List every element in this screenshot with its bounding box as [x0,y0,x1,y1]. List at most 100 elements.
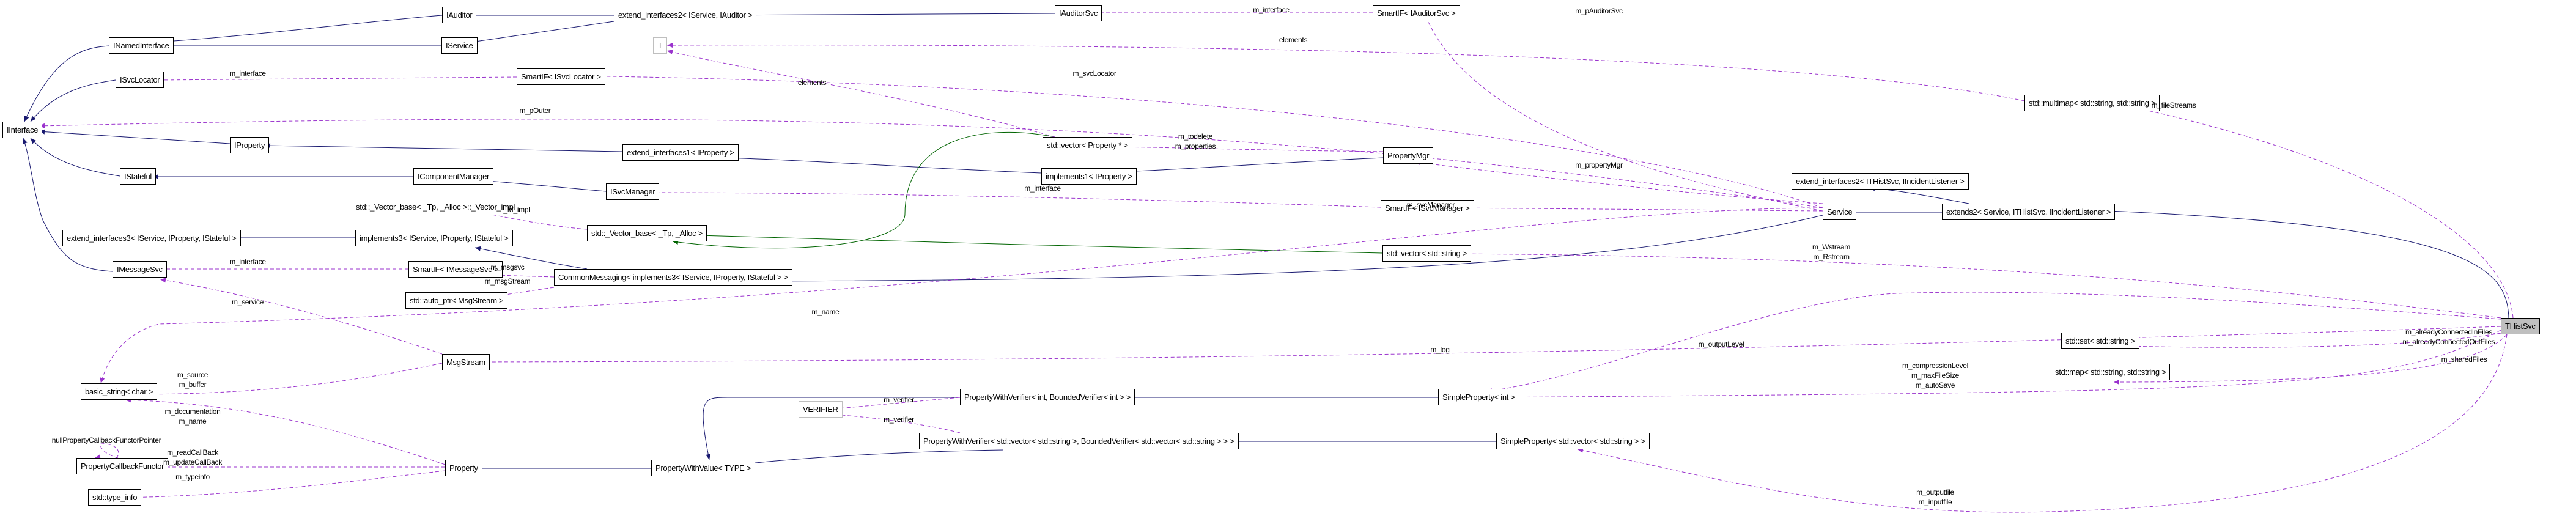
edge-label: m_svcLocator [1072,69,1116,78]
class-node-label: std::_Vector_base< _Tp, _Alloc > [591,229,703,238]
class-node-commonmessaging[interactable]: CommonMessaging< implements3< IService, … [554,269,792,286]
class-node-extends2[interactable]: extends2< Service, ITHistSvc, IIncidentL… [1942,204,2116,220]
class-node-label: IAuditor [446,10,473,20]
arrowhead-icon [706,454,711,460]
class-node-multimap[interactable]: std::multimap< std::string, std::string … [2024,95,2160,111]
class-node-msgstream[interactable]: MsgStream [442,354,490,370]
class-node-iauditorsvc[interactable]: IAuditorSvc [1055,5,1102,21]
usage-edge [2111,102,2514,319]
class-node-istateful[interactable]: IStateful [120,168,156,185]
class-node-label: SimpleProperty< std::vector< std::string… [1500,437,1645,446]
class-node-propertywithvalue[interactable]: PropertyWithValue< TYPE > [651,460,756,476]
class-node-label: std::multimap< std::string, std::string … [2029,98,2156,108]
class-node-type-info[interactable]: std::type_info [88,489,142,506]
usage-edge [160,279,443,355]
usage-edge [666,45,2025,101]
edge-label: elements [1279,35,1308,44]
class-node-propertycallbackfunctor[interactable]: PropertyCallbackFunctor [76,458,169,474]
class-node-smartif-isvclocator[interactable]: SmartIF< ISvcLocator > [517,68,605,85]
usage-edge [1447,253,2501,319]
edge-label: m_compressionLevel m_maxFileSize m_autoSav… [1902,361,1968,389]
class-node-label: THistSvc [2505,322,2536,331]
arrowhead-icon [31,138,37,144]
usage-edge [39,119,1823,208]
inherit-edge [1097,157,1384,173]
class-node-map-string[interactable]: std::map< std::string, std::string > [2051,364,2171,380]
inherit-edge [23,138,113,272]
usage-edge [2102,333,2501,348]
edge-label: m_source m_buffer [177,370,209,389]
class-node-label: std::set< std::string > [2065,336,2135,345]
class-node-label: std::vector< std::string > [1387,249,1467,258]
edge-label: m_propertyMgr [1575,161,1623,169]
class-node-isvcmanager[interactable]: ISvcManager [606,183,660,200]
class-node-label: ISvcManager [610,187,655,196]
class-node-extend-interfaces2-ithistsvc[interactable]: extend_interfaces2< ITHistSvc, IIncident… [1792,173,1969,190]
class-node-vector-impl[interactable]: std::_Vector_base< _Tp, _Alloc >::_Vecto… [352,199,520,215]
class-node-iinterface[interactable]: IInterface [2,122,43,138]
class-node-label: SmartIF< IMessageSvc > [413,265,499,274]
class-node-t[interactable]: T [653,37,667,54]
usage-edge [666,50,1055,138]
class-node-label: extend_interfaces2< IService, IAuditor > [618,10,753,20]
inherit-edge [467,21,614,43]
class-node-simpleproperty-vector[interactable]: SimpleProperty< std::vector< std::string… [1496,433,1650,449]
class-node-label: PropertyWithValue< TYPE > [655,463,751,473]
usage-edge [2113,334,2508,383]
edge-label: m_Wstream m_Rstream [1812,243,1850,261]
class-node-simpleproperty-int[interactable]: SimpleProperty< int > [1438,389,1519,405]
class-node-label: INamedInterface [113,41,169,50]
class-node-smartif-imessagesvc[interactable]: SmartIF< IMessageSvc > [408,261,503,278]
class-node-thistsvc[interactable]: THistSvc [2501,318,2540,334]
class-node-smartif-isvcmanager[interactable]: SmartIF< ISvcManager > [1381,200,1474,216]
class-node-vector-property[interactable]: std::vector< Property * > [1043,137,1132,153]
class-node-inamedinterface[interactable]: INamedInterface [109,37,174,54]
class-node-smartif-iauditorsvc[interactable]: SmartIF< IAuditorSvc > [1373,5,1460,21]
template-edge [657,234,1383,254]
class-node-verifier[interactable]: VERIFIER [799,401,843,418]
edge-label: _M_impl [503,205,530,214]
class-node-label: basic_string< char > [85,387,153,396]
class-node-label: IAuditorSvc [1059,9,1098,18]
class-node-auto-ptr-msgstream[interactable]: std::auto_ptr< MsgStream > [405,292,508,309]
inherit-edge [164,15,443,42]
class-node-label: IProperty [234,141,265,150]
class-node-pwv-int[interactable]: PropertyWithVerifier< int, BoundedVerifi… [960,389,1135,405]
usage-edge [157,76,517,81]
class-node-extend-interfaces3[interactable]: extend_interfaces3< IService, IProperty,… [62,230,241,246]
class-node-implements3[interactable]: implements3< IService, IProperty, IState… [355,230,513,246]
class-node-basic-string[interactable]: basic_string< char > [81,383,158,400]
edge-label: m_sharedFiles [2441,355,2487,364]
class-node-iservice[interactable]: IService [441,37,478,54]
class-node-set-string[interactable]: std::set< std::string > [2061,333,2139,349]
inherit-edge [1869,188,1969,204]
class-node-property[interactable]: Property [445,460,482,476]
class-node-extend-interfaces2-iservice-iauditor[interactable]: extend_interfaces2< IService, IAuditor > [614,7,757,23]
class-node-imessagesvc[interactable]: IMessageSvc [113,261,167,278]
class-node-label: extend_interfaces2< ITHistSvc, IIncident… [1796,177,1965,186]
class-node-vector-string[interactable]: std::vector< std::string > [1382,245,1471,262]
class-node-isvclocator[interactable]: ISvcLocator [116,72,164,88]
class-node-pwv-vector[interactable]: PropertyWithVerifier< std::vector< std::… [919,433,1239,449]
edge-label: m_pOuter [519,106,551,115]
class-node-service[interactable]: Service [1823,204,1857,220]
edge-label: m_name [811,308,840,316]
class-node-iproperty[interactable]: IProperty [230,137,270,153]
inherit-edge [706,13,1055,16]
edge-label: m_verifier [884,415,914,424]
class-node-label: SmartIF< ISvcManager > [1385,204,1470,213]
inherit-edge [39,131,231,144]
class-node-iauditor[interactable]: IAuditor [442,7,477,23]
class-node-label: implements1< IProperty > [1046,172,1132,181]
edge-label: m_interface [1024,184,1061,193]
inherit-edge [727,449,1003,466]
class-node-extend-interfaces1[interactable]: extend_interfaces1< IProperty > [622,144,739,161]
edge-label: m_msgsvc [490,263,525,271]
edge-label: m_typeinfo [175,473,210,481]
class-node-propertymgr[interactable]: PropertyMgr [1383,147,1434,164]
edge-label: m_interface [229,257,266,266]
class-node-icomponentmanager[interactable]: IComponentManager [413,168,494,185]
class-node-label: MsgStream [446,358,485,367]
class-node-implements1[interactable]: implements1< IProperty > [1041,168,1137,185]
class-node-vector-base[interactable]: std::_Vector_base< _Tp, _Alloc > [587,225,707,241]
